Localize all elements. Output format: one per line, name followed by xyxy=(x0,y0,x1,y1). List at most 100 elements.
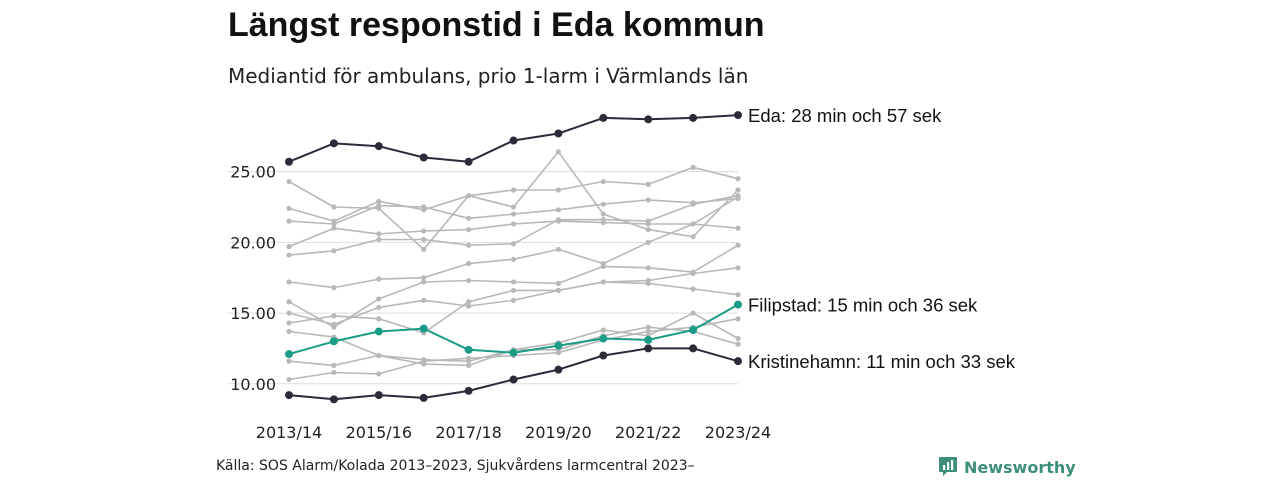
series-point xyxy=(419,393,428,402)
series-point xyxy=(735,194,741,200)
series-point xyxy=(600,279,606,285)
series-point xyxy=(735,176,741,182)
series-point xyxy=(689,326,698,335)
series-point xyxy=(421,246,427,253)
series-point xyxy=(734,357,742,366)
series-point xyxy=(374,142,383,151)
series-point xyxy=(689,113,698,122)
series-point xyxy=(555,246,562,253)
series-eda xyxy=(285,111,742,166)
series-point xyxy=(464,157,473,166)
series-point xyxy=(286,358,292,364)
series-point xyxy=(286,328,292,335)
series-point xyxy=(286,218,292,224)
series-point xyxy=(286,310,292,316)
series-point xyxy=(376,316,382,322)
series-point xyxy=(331,285,337,291)
series-point xyxy=(421,279,427,285)
y-tick-label: 15.00 xyxy=(230,304,276,323)
series-point xyxy=(510,241,517,247)
series-point xyxy=(689,344,698,353)
end-label-eda: Eda: 28 min och 57 sek xyxy=(748,105,942,126)
series-point xyxy=(509,136,518,145)
series-point xyxy=(735,341,741,347)
series-point xyxy=(466,215,472,221)
series-point xyxy=(421,228,427,234)
series-point xyxy=(690,310,696,316)
series-point xyxy=(735,265,741,271)
series-point xyxy=(554,365,563,374)
series-point xyxy=(555,280,562,286)
chart-subtitle: Mediantid för ambulans, prio 1-larm i Vä… xyxy=(228,64,749,88)
series-point xyxy=(286,252,292,258)
series-line xyxy=(288,267,739,326)
series-point xyxy=(421,275,427,281)
series-point xyxy=(600,217,606,223)
series-point xyxy=(690,234,696,240)
series-point xyxy=(331,225,337,231)
end-labels: Eda: 28 min och 57 sek Filipstad: 15 min … xyxy=(748,105,1016,372)
series-point xyxy=(690,201,696,207)
series-point xyxy=(466,355,472,361)
series-point xyxy=(734,111,742,120)
series-filipstad xyxy=(285,300,742,359)
y-axis-ticks: 10.00 15.00 20.00 25.00 xyxy=(230,163,276,394)
series-point xyxy=(464,345,473,354)
bar-chart-speech-bubble-icon xyxy=(939,457,957,476)
series-point xyxy=(509,348,518,357)
series-point xyxy=(466,277,472,284)
end-label-filipstad: Filipstad: 15 min och 36 sek xyxy=(748,295,978,316)
background-series xyxy=(286,149,741,383)
series-point xyxy=(285,157,293,166)
series-point xyxy=(376,202,382,209)
series-point xyxy=(735,187,741,193)
x-tick-label: 2023/24 xyxy=(705,423,771,442)
series-point xyxy=(374,391,383,400)
series-point xyxy=(690,286,696,292)
series-point xyxy=(376,304,382,311)
series-point xyxy=(285,391,293,400)
series-point xyxy=(466,227,472,233)
series-point xyxy=(510,297,517,303)
x-tick-label: 2021/22 xyxy=(615,423,681,442)
series-point xyxy=(734,300,742,309)
series-point xyxy=(510,256,517,262)
series-point xyxy=(286,279,292,285)
series-point xyxy=(376,371,382,377)
y-tick-label: 20.00 xyxy=(230,233,276,252)
series-point xyxy=(419,324,428,333)
series-point xyxy=(510,204,517,210)
series-point xyxy=(555,149,562,155)
series-point xyxy=(645,197,651,203)
series-point xyxy=(466,299,472,305)
series-point xyxy=(421,204,427,210)
background-series-line xyxy=(286,279,741,336)
background-series-line xyxy=(286,195,741,227)
grid-lines xyxy=(228,171,738,385)
series-point xyxy=(466,303,472,309)
series-point xyxy=(645,324,651,330)
series-point xyxy=(286,320,292,326)
series-point xyxy=(599,113,608,122)
series-point xyxy=(735,225,741,231)
series-point xyxy=(331,221,337,227)
series-point xyxy=(645,218,651,224)
series-point xyxy=(421,358,427,364)
series-point xyxy=(466,260,472,267)
series-point xyxy=(555,350,562,356)
series-point xyxy=(286,299,292,305)
series-point xyxy=(644,344,653,353)
series-kristinehamn xyxy=(285,344,742,404)
series-point xyxy=(466,362,472,368)
series-point xyxy=(735,316,741,322)
series-point xyxy=(645,328,651,335)
series-point xyxy=(466,242,472,248)
series-point xyxy=(331,321,337,327)
brand-name: Newsworthy xyxy=(964,457,1076,477)
line-chart: 10.00 15.00 20.00 25.00 2013/14 2015/16 2017/… xyxy=(228,105,1016,442)
end-label-kristinehamn: Kristinehamn: 11 min och 33 sek xyxy=(748,351,1016,372)
brand-logo[interactable]: Newsworthy xyxy=(938,456,1076,478)
series-point xyxy=(645,265,651,271)
series-point xyxy=(464,386,473,395)
series-point xyxy=(510,187,517,193)
